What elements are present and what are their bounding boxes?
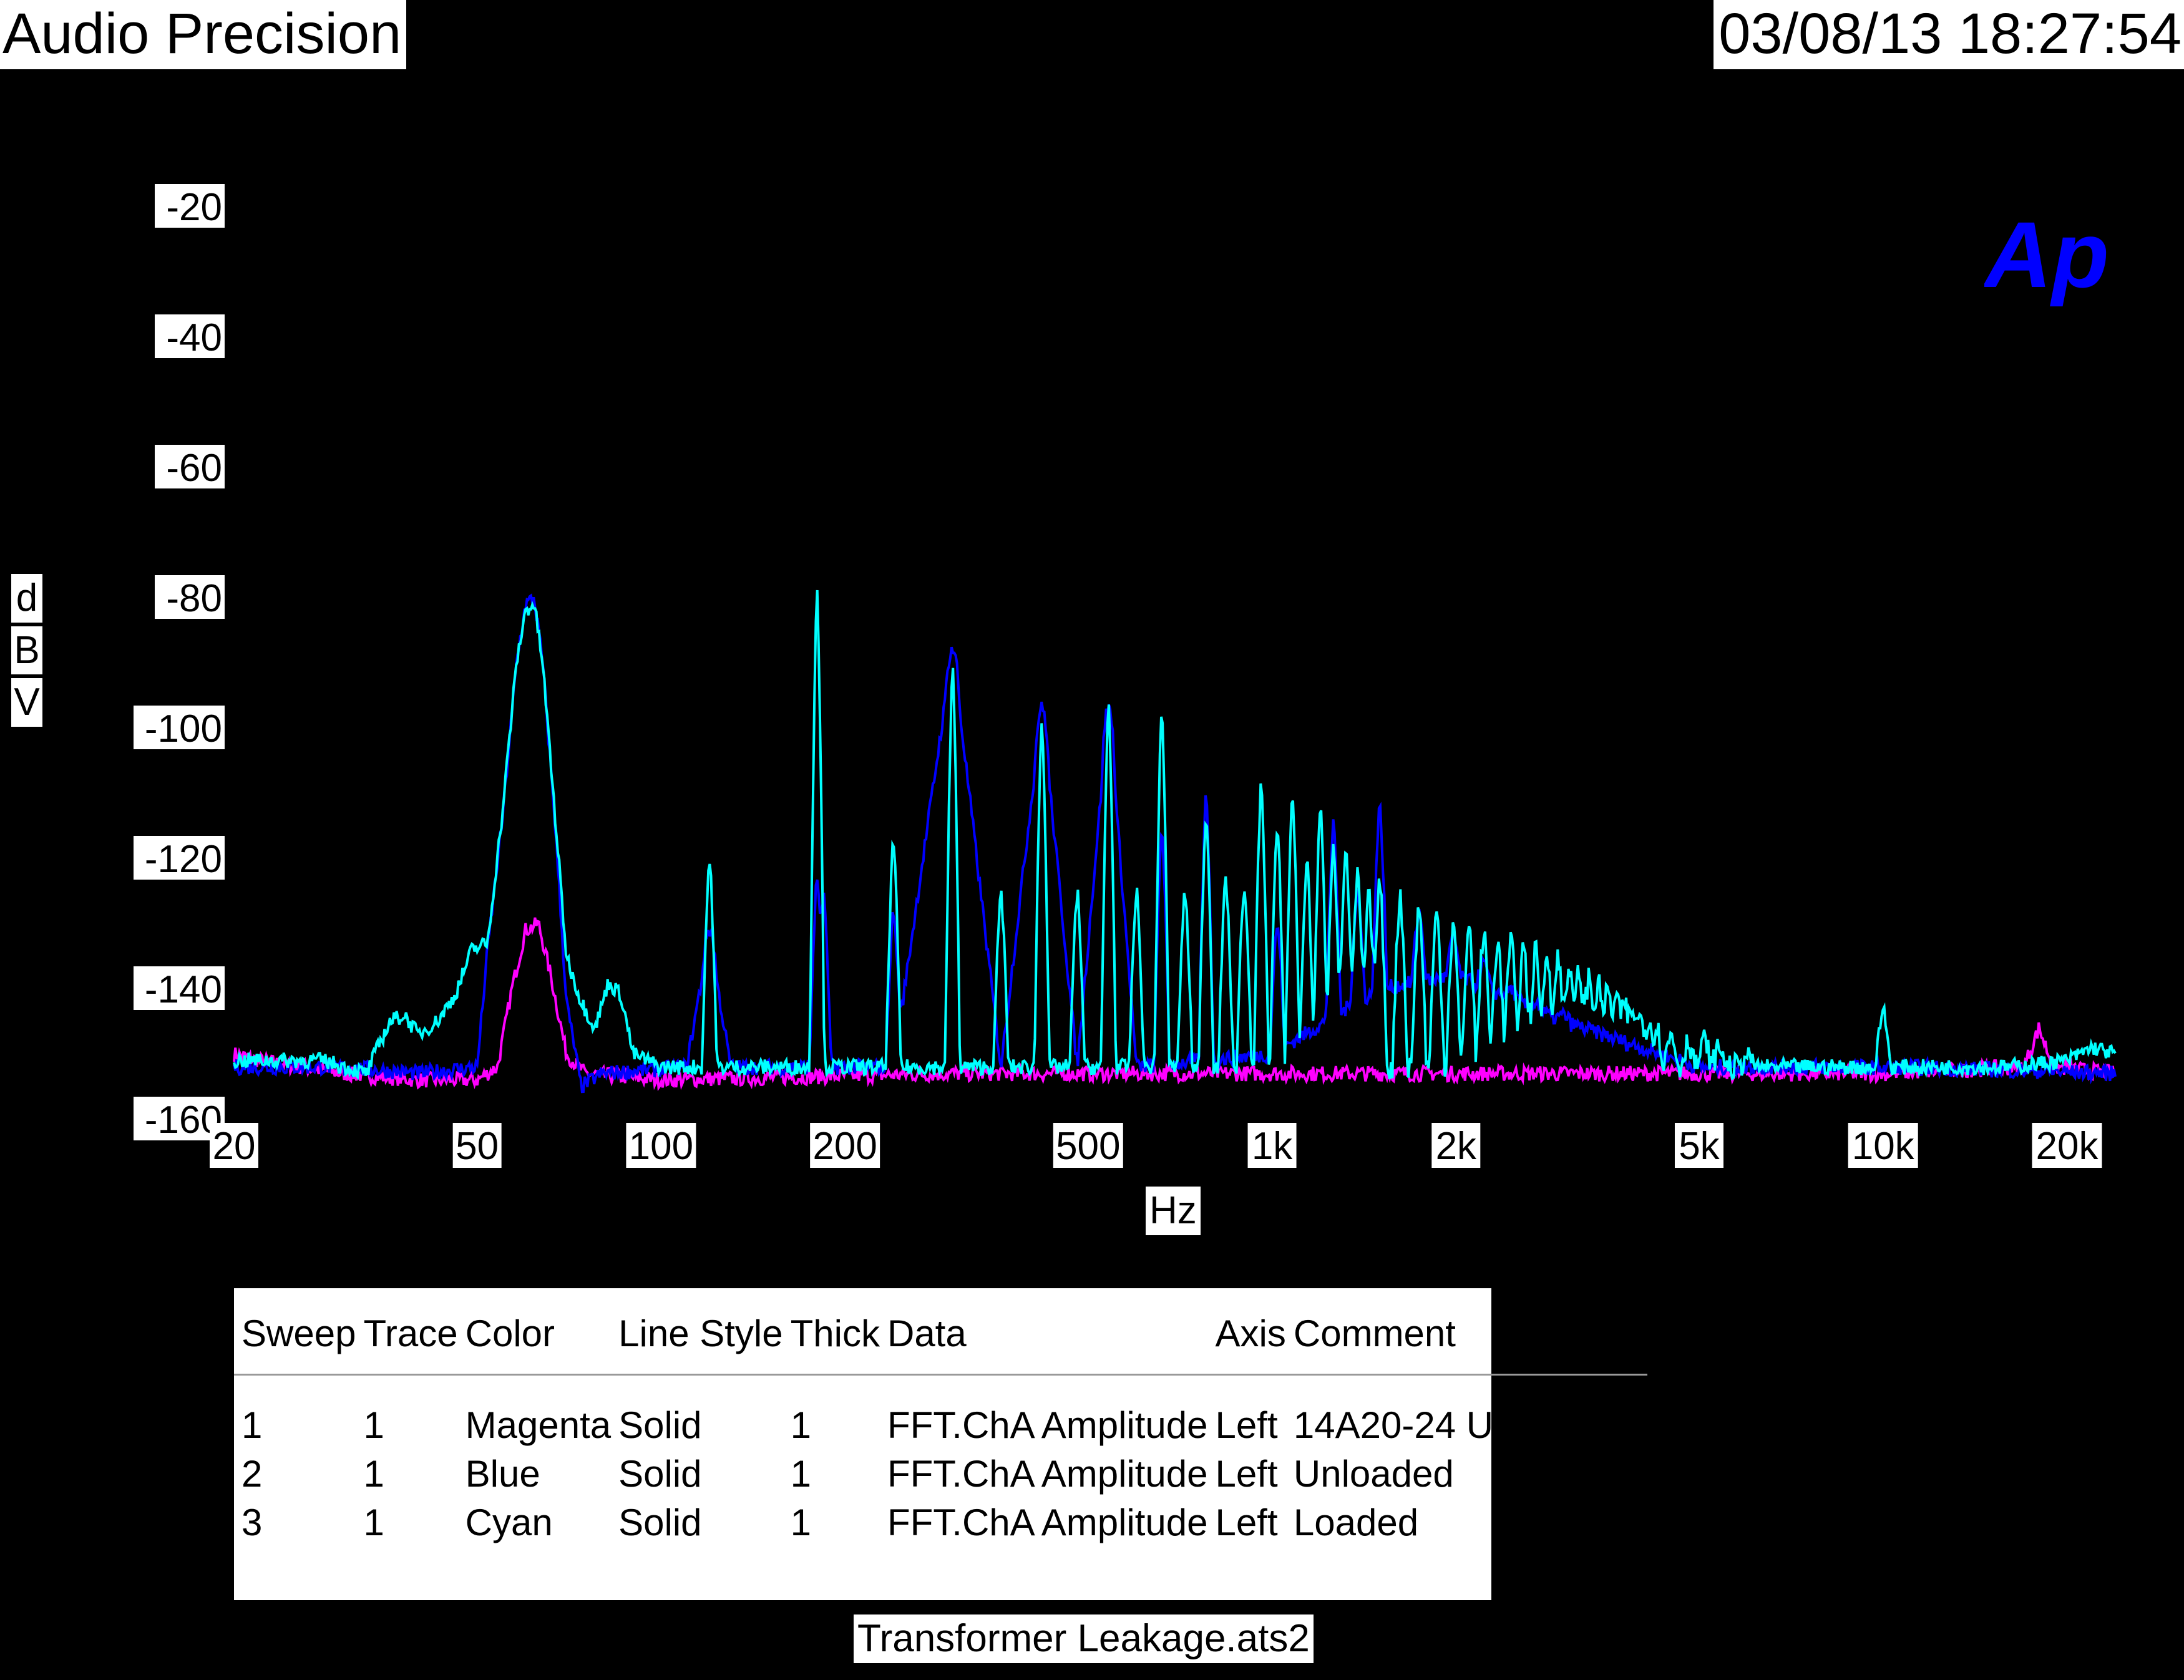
spectrum-chart: -20 -40 -60 -80 -100 -120 -140 -160 20 50 100 200 5… [134,184,2117,1168]
svg-text:5k: 5k [1679,1125,1720,1168]
y-tick-label: -60 [155,445,225,490]
y-axis-label-b: B [11,626,42,674]
x-tick-label: 5k [1674,1123,1723,1168]
legend-column-header: Axis [1207,1288,1286,1376]
x-tick-label: 100 [626,1123,696,1168]
y-axis-ticks: -20 -40 -60 -80 -100 -120 -140 -160 [134,184,225,1142]
y-tick-label: -20 [155,184,225,229]
legend-row: 2 1 Blue Solid 1 FFT.ChA Amplitude Left Unloade… [234,1449,1647,1498]
x-tick-label: 20k [2032,1123,2102,1168]
legend-cell: FFT.ChA Amplitude [887,1501,1208,1543]
legend-row: 3 1 Cyan Solid 1 FFT.ChA Amplitude Left Loaded [234,1498,1647,1546]
legend-cell: 1 [363,1501,384,1543]
svg-text:100: 100 [629,1125,693,1168]
svg-text:1k: 1k [1252,1125,1293,1168]
legend-cell: 1 [790,1452,811,1495]
svg-text:-140: -140 [145,968,222,1011]
legend-cell: Cyan [465,1501,553,1543]
legend-column-header: Data [879,1288,1208,1376]
y-tick-label: -100 [134,706,225,750]
legend-cell: 1 [790,1404,811,1446]
timestamp: 03/08/13 18:27:54 [1714,0,2184,70]
y-axis-label-d: d [11,574,42,623]
y-axis-label-v: V [11,678,42,727]
legend-cell: Left [1215,1501,1278,1543]
y-tick-label: -80 [155,575,225,620]
svg-text:10k: 10k [1852,1125,1915,1168]
y-tick-label: -120 [134,836,225,881]
legend-column-header: Color [457,1288,612,1376]
x-tick-label: 20 [210,1123,258,1168]
legend-cell: Unloaded [1293,1452,1454,1495]
legend-row: 1 1 Magenta Solid 1 FFT.ChA Amplitude Left 14A2… [234,1375,1647,1450]
svg-text:-20: -20 [166,186,222,229]
svg-text:20: 20 [213,1125,256,1168]
legend-cell: 1 [363,1452,384,1495]
x-axis-ticks: 20 50 100 200 500 1k 2k 5k 10k 20k [210,1123,2102,1168]
legend-column-header: Trace [356,1288,458,1376]
legend-cell: FFT.ChA Amplitude [887,1452,1208,1495]
svg-text:-120: -120 [145,838,222,881]
svg-text:-100: -100 [145,707,222,750]
legend-cell: 3 [241,1501,263,1543]
legend-cell: Loaded [1293,1501,1419,1543]
legend-cell: 1 [241,1404,263,1446]
legend-cell: 2 [241,1452,263,1495]
svg-text:-160: -160 [145,1099,222,1142]
legend-cell: 1 [363,1404,384,1446]
x-tick-label: 2k [1431,1123,1481,1168]
x-tick-label: 500 [1053,1123,1123,1168]
legend-cell: Solid [618,1501,702,1543]
x-axis-label: Hz [1146,1187,1201,1235]
y-tick-label: -160 [134,1097,225,1142]
app-title: Audio Precision [0,0,407,70]
svg-text:50: 50 [456,1125,499,1168]
y-tick-label: -140 [134,966,225,1011]
legend-column-header: Thick [782,1288,880,1376]
y-axis-label: d B V [11,574,42,731]
ap-logo-text: Ap [1984,202,2109,307]
legend-column-header: Sweep [234,1288,356,1376]
legend-cell: Left [1215,1452,1278,1495]
legend-header-row: Sweep Trace Color Line Style Thick Data Axis Co… [234,1288,1648,1376]
svg-text:200: 200 [812,1125,877,1168]
legend-column-header: Line Style [611,1288,783,1376]
trace-loaded [233,590,2117,1081]
svg-text:-80: -80 [166,577,222,620]
file-name: Transformer Leakage.ats2 [854,1614,1314,1664]
legend-cell: Left [1215,1404,1278,1446]
svg-text:2k: 2k [1436,1125,1477,1168]
svg-text:20k: 20k [2035,1125,2099,1168]
svg-text:500: 500 [1056,1125,1120,1168]
trace-14a20-24-unplugged [233,917,2116,1092]
x-tick-label: 200 [810,1123,880,1168]
legend-cell: 1 [790,1501,811,1543]
legend-table: Sweep Trace Color Line Style Thick Data Axis Co… [234,1288,1648,1600]
legend-cell: Solid [618,1452,702,1495]
legend-column-header: Comment [1285,1288,1648,1376]
x-tick-label: 50 [452,1123,502,1168]
legend-cell: Magenta [465,1404,612,1446]
x-tick-label: 10k [1848,1123,1918,1168]
ap-logo: Ap [1984,202,2109,307]
legend-cell: 14A20-24 Unplugged [1293,1404,1648,1446]
legend-cell: FFT.ChA Amplitude [887,1404,1208,1446]
svg-text:-60: -60 [166,447,222,490]
legend-cell: Solid [618,1404,702,1446]
legend-cell: Blue [465,1452,540,1495]
y-tick-label: -40 [155,314,225,359]
chart-traces [233,590,2117,1094]
svg-text:-40: -40 [166,316,222,359]
x-tick-label: 1k [1247,1123,1297,1168]
